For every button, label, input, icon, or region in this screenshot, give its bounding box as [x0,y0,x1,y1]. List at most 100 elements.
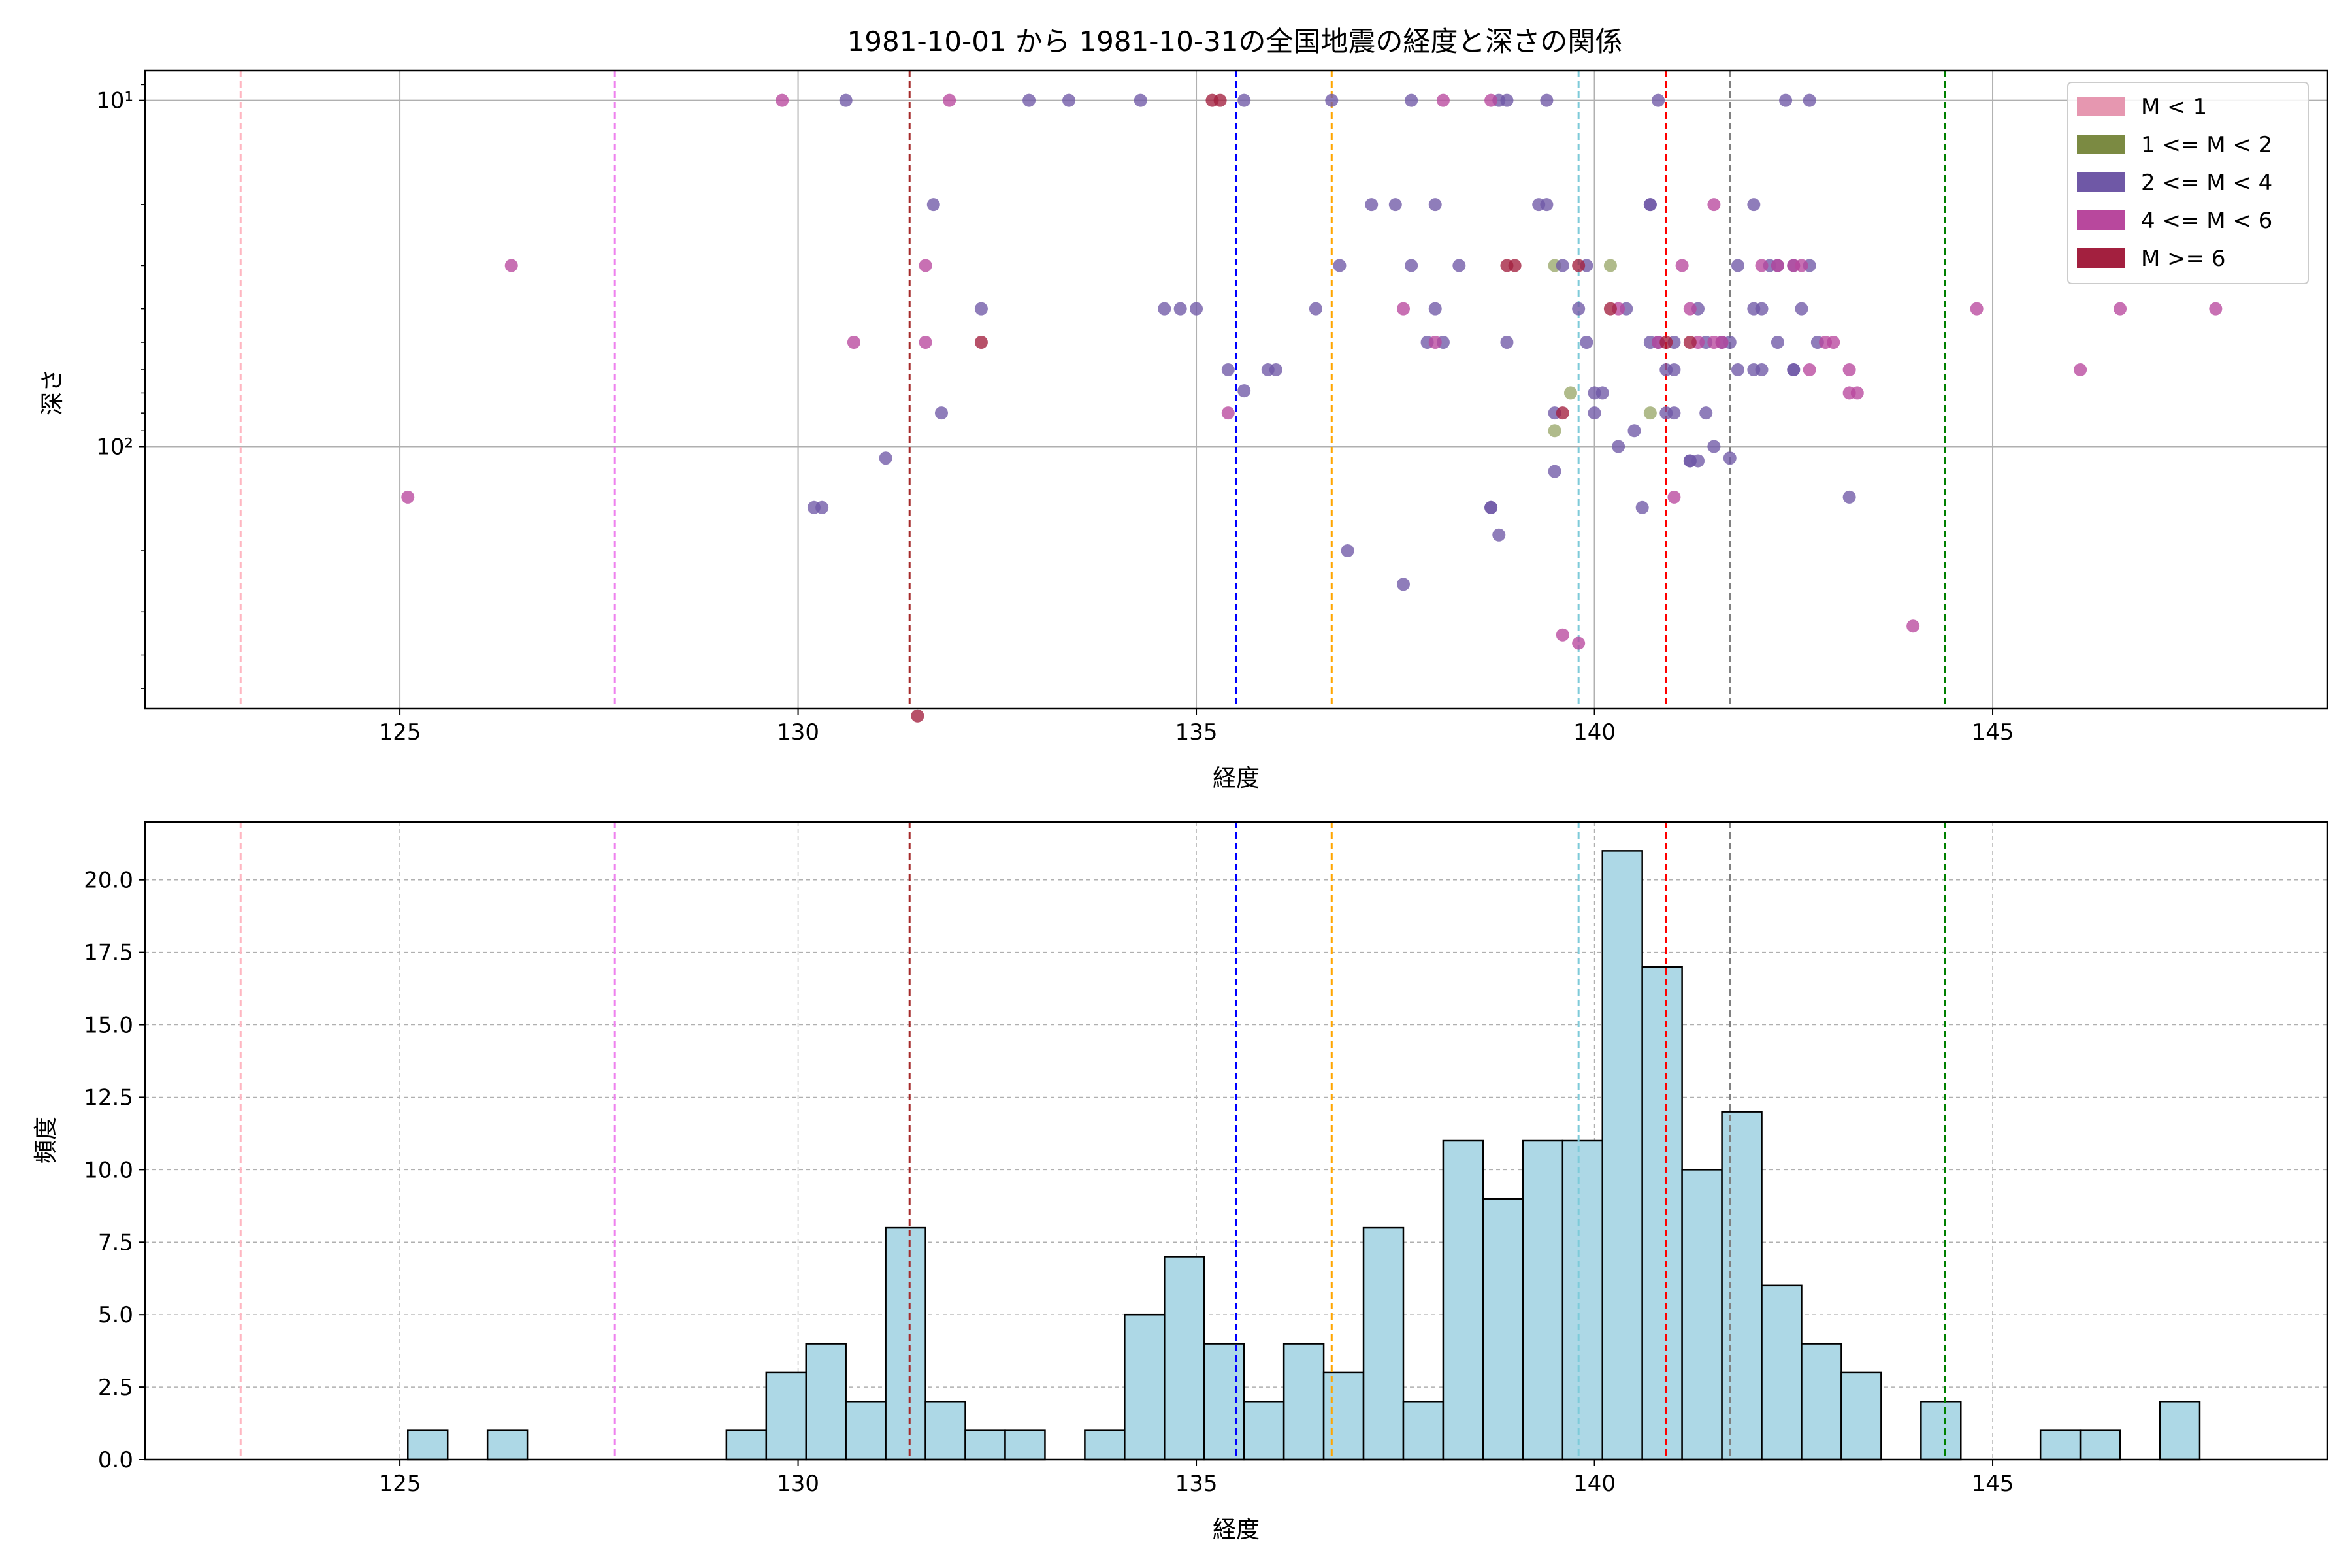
scatter-y-tick-label: 10² [96,434,133,461]
scatter-point [1643,198,1657,212]
scatter-point [1556,406,1569,420]
scatter-point [1603,259,1617,272]
scatter-grid [145,71,2327,708]
scatter-point [1405,259,1418,272]
scatter-point [1022,93,1036,107]
histogram-bar [1561,1139,1603,1461]
histogram-bar [2039,1429,2082,1461]
histogram-panel: 125 130 135 140 145 0.0 2.5 5.0 7.5 10.0 12.5 15.0… [33,821,2328,1543]
histogram-y-tick-label: 17.5 [84,940,133,966]
scatter-point [1612,440,1625,453]
histogram-y-tick-label: 20.0 [84,868,133,894]
legend-box [2067,82,2309,284]
histogram-bar [1761,1284,1803,1461]
histogram-bar [765,1371,808,1461]
histogram-bar [1801,1343,1842,1461]
histogram-x-tick-label: 130 [777,1471,819,1497]
legend-swatch [2077,135,2125,154]
scatter-point [1731,363,1744,376]
scatter-point [1906,619,1920,633]
histogram-bar [1840,1371,1882,1461]
scatter-x-tick-label: 135 [1175,719,1218,745]
histogram-bars [407,850,2201,1461]
scatter-point [1795,302,1808,316]
legend-label: 1 <= M < 2 [2141,132,2272,158]
scatter-point [2209,302,2223,316]
scatter-point [1842,490,1856,504]
scatter-point [1484,93,1498,107]
histogram-y-ticks: 0.0 2.5 5.0 7.5 10.0 12.5 15.0 17.5 20.0 [84,868,145,1473]
scatter-point [1643,406,1657,420]
histogram-bar [725,1429,768,1461]
histogram-bar [1164,1256,1205,1461]
scatter-point [974,302,988,316]
histogram-bar [1282,1343,1325,1461]
scatter-point [839,93,853,107]
scatter-point [1675,259,1689,272]
histogram-bar [1920,1401,1962,1461]
scatter-point [1803,363,1816,376]
scatter-point [879,451,892,465]
histogram-bar [1004,1429,1046,1461]
scatter-point [1436,93,1450,107]
chart-title: 1981-10-01 から 1981-10-31の全国地震の経度と深さの関係 [847,25,1623,57]
scatter-y-ticks: 10¹ 10² [96,84,145,689]
histogram-bar [486,1429,529,1461]
scatter-point [1237,384,1251,398]
histogram-bar [2159,1401,2201,1461]
scatter-point [1580,336,1593,350]
histogram-frame [144,821,2328,1461]
scatter-point [1588,406,1601,420]
scatter-point [1603,302,1617,316]
histogram-bar [1124,1313,1166,1461]
scatter-point [1795,259,1808,272]
scatter-point [1563,386,1577,400]
scatter-point [2074,363,2087,376]
scatter-point [1731,259,1744,272]
legend-swatch [2077,210,2125,230]
scatter-point [1572,636,1586,650]
scatter-point [1452,259,1466,272]
scatter-point [1158,302,1171,316]
histogram-bar [845,1401,887,1461]
histogram-y-axis-label: 頻度 [33,1117,59,1164]
scatter-legend: M < 1 1 <= M < 2 2 <= M < 4 4 <= M < 6 M >= … [2067,82,2309,284]
scatter-point [1540,93,1554,107]
scatter-point [1428,336,1442,350]
scatter-point [776,93,789,107]
histogram-y-tick-label: 7.5 [98,1230,133,1256]
scatter-point [934,406,948,420]
histogram-bar [1442,1139,1484,1461]
scatter-point [1388,198,1402,212]
legend-label: 4 <= M < 6 [2141,208,2272,234]
histogram-x-ticks: 125 130 135 140 145 [379,1460,2014,1497]
histogram-bar [1522,1139,1564,1461]
scatter-point [1269,363,1282,376]
scatter-point [1134,93,1147,107]
scatter-points [401,93,2223,723]
scatter-frame [144,69,2328,710]
scatter-point [919,259,932,272]
scatter-point [1667,406,1681,420]
scatter-point [847,336,860,350]
scatter-point [1683,336,1697,350]
scatter-point [1396,302,1410,316]
scatter-x-tick-label: 145 [1972,719,2014,745]
histogram-bar [1721,1111,1763,1461]
histogram-bar [2079,1429,2121,1461]
scatter-point [1500,93,1514,107]
legend-label: M < 1 [2141,94,2207,120]
histogram-x-tick-label: 140 [1573,1471,1616,1497]
histogram-y-tick-label: 12.5 [84,1085,133,1111]
histogram-bar [1601,850,1643,1461]
histogram-bar [1362,1226,1405,1461]
histogram-bar [1084,1429,1126,1461]
legend-label: 2 <= M < 4 [2141,170,2272,196]
scatter-point [943,93,956,107]
histogram-y-tick-label: 10.0 [84,1157,133,1183]
scatter-point [1221,363,1235,376]
scatter-point [1221,406,1235,420]
scatter-point [1428,302,1442,316]
histogram-y-tick-label: 2.5 [98,1375,133,1401]
